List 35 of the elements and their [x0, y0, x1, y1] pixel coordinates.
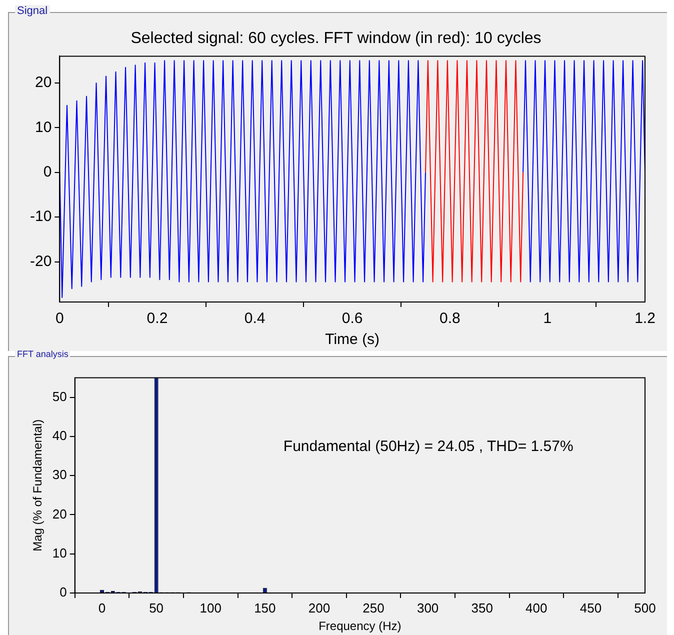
y-tick-label: -20 — [30, 252, 52, 270]
y-tick-label: 20 — [52, 506, 67, 522]
x-tick-label: 150 — [254, 600, 276, 616]
chart-title: Selected signal: 60 cycles. FFT window (in red): 10 cycles — [130, 30, 542, 48]
y-tick-label: 0 — [60, 584, 67, 600]
x-tick-label: 0.6 — [342, 310, 363, 328]
x-axis-title: Time (s) — [325, 331, 380, 348]
x-tick-label: 1 — [543, 310, 552, 328]
x-tick-label: 50 — [149, 600, 164, 616]
y-tick-label: 20 — [34, 74, 52, 92]
y-tick-label: 10 — [34, 118, 52, 136]
x-tick-label: 400 — [526, 600, 548, 616]
x-tick-label: 100 — [200, 600, 222, 616]
x-tick-label: 200 — [308, 600, 330, 616]
y-tick-label: 50 — [52, 388, 67, 404]
x-tick-label: 250 — [362, 600, 384, 616]
x-tick-label: 300 — [416, 600, 439, 616]
y-tick-label: 40 — [52, 428, 67, 444]
y-tick-label: -10 — [30, 208, 52, 226]
x-tick-label: 350 — [471, 600, 493, 616]
x-tick-label: 0 — [98, 600, 106, 616]
text: Signal — [15, 5, 50, 17]
x-axis-title: Frequency (Hz) — [318, 619, 402, 634]
x-tick-label: 0.2 — [146, 310, 168, 328]
text: FFT analysis — [15, 349, 70, 359]
y-tick-label: 30 — [52, 467, 67, 482]
x-tick-label: 0.4 — [244, 310, 266, 328]
x-tick-label: 1.2 — [634, 310, 656, 328]
x-tick-label: 500 — [634, 600, 656, 616]
y-tick-label: 0 — [43, 164, 52, 181]
annotation: Fundamental (50Hz) = 24.05 , THD= 1.57% — [283, 438, 574, 455]
y-axis-title: Mag (% of Fundamental) — [30, 419, 45, 552]
x-tick-label: 450 — [580, 600, 602, 616]
x-tick-label: 0.8 — [439, 310, 460, 328]
y-tick-label: 10 — [52, 545, 67, 560]
